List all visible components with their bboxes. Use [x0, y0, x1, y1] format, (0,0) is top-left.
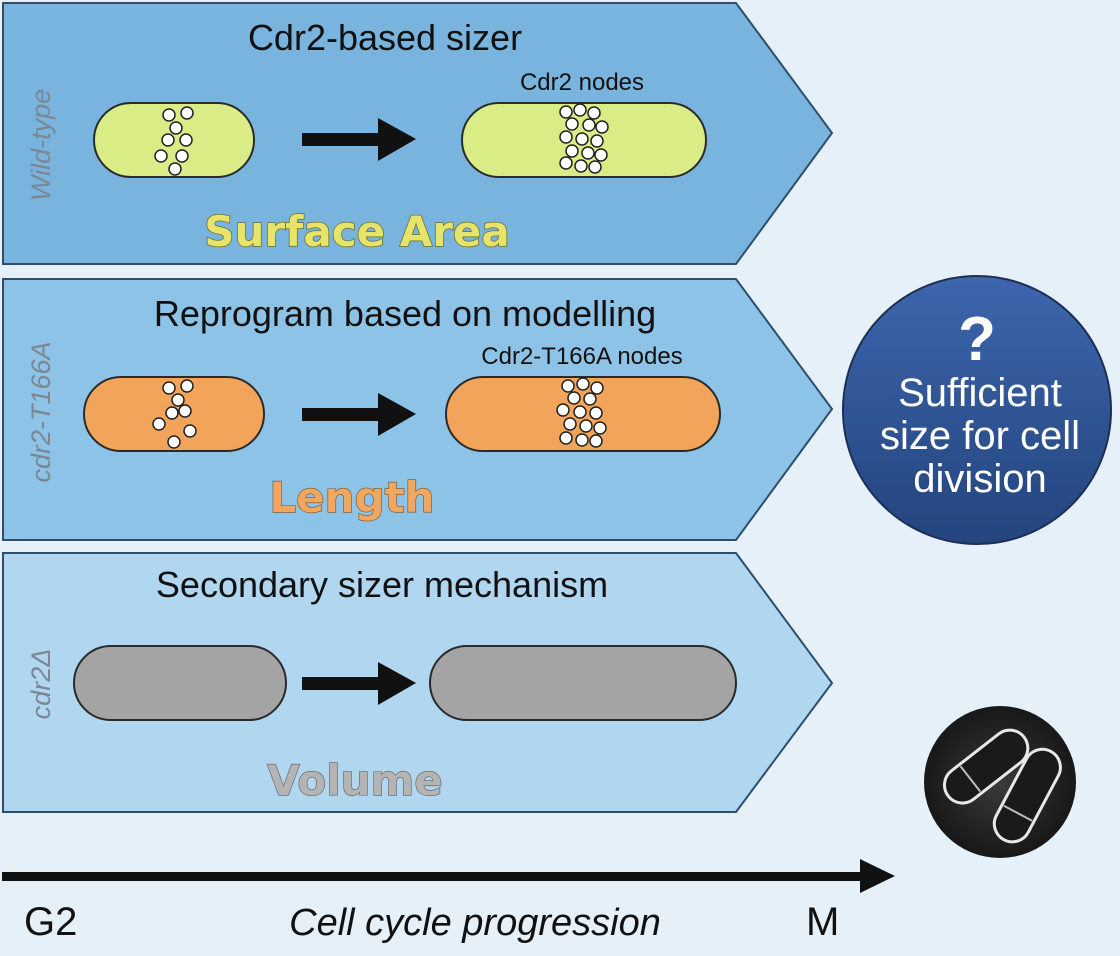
outcome-circle	[842, 275, 1112, 545]
panel-cdr2-t166a: cdr2-T166A Reprogram based on modelling …	[2, 278, 834, 541]
large-cell	[429, 645, 737, 721]
nodes-label: Cdr2 nodes	[520, 69, 644, 96]
node-dot-icon	[161, 133, 175, 147]
node-dot-icon	[165, 406, 179, 420]
timeline-label: Cell cycle progression	[289, 902, 661, 944]
panel-title: Secondary sizer mechanism	[156, 564, 608, 605]
node-dot-icon	[180, 379, 194, 393]
node-dot-icon	[567, 391, 581, 405]
measure-label: Surface Area	[204, 207, 510, 256]
small-cell	[73, 645, 287, 721]
right-arrow-icon	[860, 859, 895, 893]
node-dot-icon	[588, 160, 602, 174]
node-dot-icon	[589, 434, 603, 448]
node-dot-icon	[583, 392, 597, 406]
node-dot-icon	[162, 108, 176, 122]
node-dot-icon	[590, 381, 604, 395]
node-dot-icon	[167, 435, 181, 449]
cell-micrograph-icon	[924, 706, 1076, 858]
node-dot-icon	[573, 405, 587, 419]
node-dot-icon	[171, 393, 185, 407]
node-dot-icon	[595, 120, 609, 134]
outcome-line-1: Sufficient	[898, 371, 1062, 415]
node-dot-icon	[565, 144, 579, 158]
node-dot-icon	[574, 159, 588, 173]
node-dot-icon	[576, 377, 590, 391]
panel-chevron	[2, 278, 834, 541]
node-cluster	[559, 103, 609, 174]
right-arrow-icon	[302, 662, 416, 705]
node-cluster	[556, 377, 607, 448]
node-dot-icon	[559, 105, 573, 119]
panel-title: Cdr2-based sizer	[248, 17, 522, 58]
nodes-label: Cdr2-T166A nodes	[481, 343, 682, 370]
question-mark: ?	[958, 305, 996, 374]
node-dot-icon	[559, 156, 573, 170]
node-dot-icon	[152, 417, 166, 431]
node-dot-icon	[575, 433, 589, 447]
node-dot-icon	[590, 134, 604, 148]
measure-label: Length	[269, 473, 434, 522]
right-arrow-icon	[302, 393, 416, 436]
node-dot-icon	[589, 406, 603, 420]
right-arrow-icon	[302, 118, 416, 161]
node-dot-icon	[180, 106, 194, 120]
timeline-end: M	[806, 900, 839, 944]
node-dot-icon	[573, 103, 587, 117]
node-dot-icon	[563, 417, 577, 431]
node-cluster	[154, 106, 194, 176]
panel-wild-type: Wild-type Cdr2-based sizer Cdr2 nodes	[2, 2, 834, 265]
node-dot-icon	[168, 162, 182, 176]
node-dot-icon	[559, 431, 573, 445]
panel-chevron	[2, 2, 834, 265]
node-dot-icon	[582, 118, 596, 132]
measure-label: Volume	[267, 756, 443, 805]
panel-side-label: Wild-type	[26, 89, 56, 201]
node-dot-icon	[178, 404, 192, 418]
outcome-bubble: ? Sufficient size for cell division	[842, 275, 1112, 545]
node-dot-icon	[179, 133, 193, 147]
node-dot-icon	[581, 146, 595, 160]
timeline-start: G2	[24, 900, 77, 944]
node-dot-icon	[175, 149, 189, 163]
panel-side-label: cdr2-T166A	[26, 341, 56, 482]
node-dot-icon	[575, 132, 589, 146]
node-dot-icon	[169, 121, 183, 135]
node-dot-icon	[556, 403, 570, 417]
node-dot-icon	[561, 379, 575, 393]
outcome-line-2: size for cell	[880, 414, 1080, 458]
node-cluster	[152, 379, 197, 449]
panel-chevron	[2, 552, 834, 813]
panel-title: Reprogram based on modelling	[154, 293, 656, 334]
node-dot-icon	[593, 421, 607, 435]
node-dot-icon	[559, 130, 573, 144]
node-dot-icon	[579, 419, 593, 433]
node-dot-icon	[183, 424, 197, 438]
node-dot-icon	[162, 381, 176, 395]
node-dot-icon	[154, 149, 168, 163]
timeline: G2 Cell cycle progression M	[2, 859, 895, 944]
outcome-line-3: division	[913, 457, 1046, 501]
panel-cdr2-delta: cdr2Δ Secondary sizer mechanism Volume	[2, 552, 834, 813]
panel-side-label: cdr2Δ	[26, 649, 56, 720]
node-dot-icon	[565, 117, 579, 131]
node-dot-icon	[587, 106, 601, 120]
timeline-axis	[2, 872, 866, 881]
node-dot-icon	[594, 148, 608, 162]
